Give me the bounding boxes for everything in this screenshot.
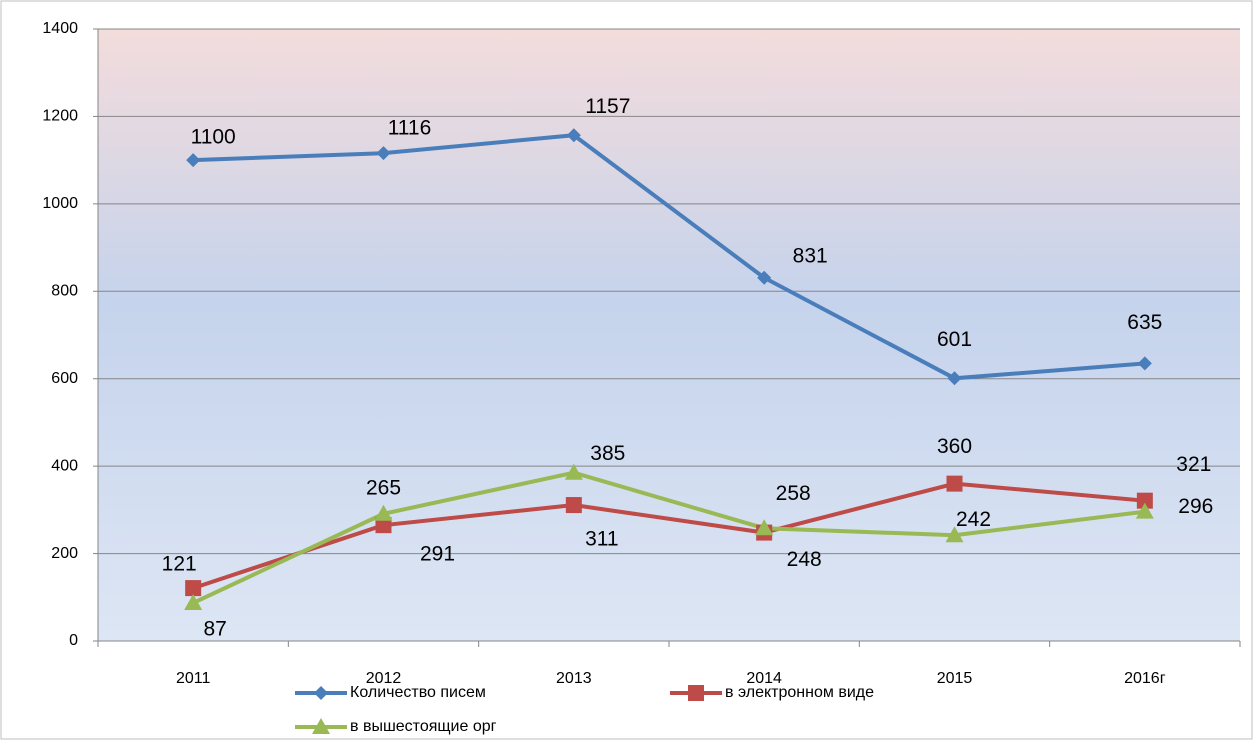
data-label: 1100	[191, 126, 236, 149]
x-tick-label: 2013	[556, 670, 592, 687]
point	[757, 270, 772, 285]
y-tick-label: 1000	[42, 195, 78, 212]
data-label: 831	[793, 244, 828, 267]
y-tick-label: 200	[51, 545, 78, 562]
data-label: 311	[585, 528, 618, 551]
data-label: 291	[420, 542, 455, 565]
legend-marker	[312, 718, 330, 734]
y-tick-label: 0	[69, 632, 78, 649]
x-tick-label: 2015	[937, 670, 973, 687]
y-tick-label: 1200	[42, 108, 78, 125]
point	[374, 504, 393, 521]
legend-label: Количество писем	[350, 684, 486, 701]
point	[755, 519, 774, 536]
data-label: 360	[937, 435, 972, 458]
legend-label: в вышестоящие орг	[350, 718, 497, 735]
x-tick-label: 2012	[366, 670, 402, 687]
data-label: 321	[1176, 453, 1211, 476]
x-tick-label: 2016г	[1124, 670, 1166, 687]
data-label: 601	[937, 328, 972, 351]
plot-area	[98, 29, 1240, 641]
point	[376, 146, 391, 161]
y-tick-label: 600	[51, 370, 78, 387]
point	[184, 593, 203, 610]
data-label: 635	[1127, 311, 1162, 334]
point	[186, 153, 201, 168]
data-label: 248	[787, 548, 822, 571]
data-label: 1116	[388, 117, 432, 140]
y-tick-label: 1400	[42, 20, 78, 37]
legend-label: в электронном виде	[725, 684, 874, 701]
data-label: 242	[956, 508, 991, 531]
point	[185, 580, 202, 597]
point	[564, 463, 583, 480]
point	[566, 128, 581, 143]
series-line	[192, 481, 1146, 591]
point	[945, 526, 964, 543]
point	[1135, 502, 1154, 519]
series-line	[192, 470, 1146, 605]
data-label: 385	[590, 442, 625, 465]
data-label: 296	[1178, 495, 1213, 518]
series-line	[193, 133, 1145, 381]
point	[1136, 492, 1153, 509]
data-label: 121	[162, 553, 197, 576]
point	[375, 517, 392, 534]
point	[947, 371, 962, 386]
legend-marker	[314, 686, 328, 700]
legend-marker	[688, 685, 704, 701]
x-tick-label: 2011	[176, 670, 211, 687]
point	[565, 497, 582, 514]
data-label: 1157	[585, 95, 630, 118]
data-label: 87	[203, 618, 226, 641]
y-tick-label: 400	[51, 457, 78, 474]
data-label: 265	[366, 477, 401, 500]
point	[1137, 356, 1152, 371]
point	[946, 475, 963, 492]
y-tick-label: 800	[51, 283, 78, 300]
x-tick-label: 2014	[746, 670, 782, 687]
data-label: 258	[776, 482, 811, 505]
